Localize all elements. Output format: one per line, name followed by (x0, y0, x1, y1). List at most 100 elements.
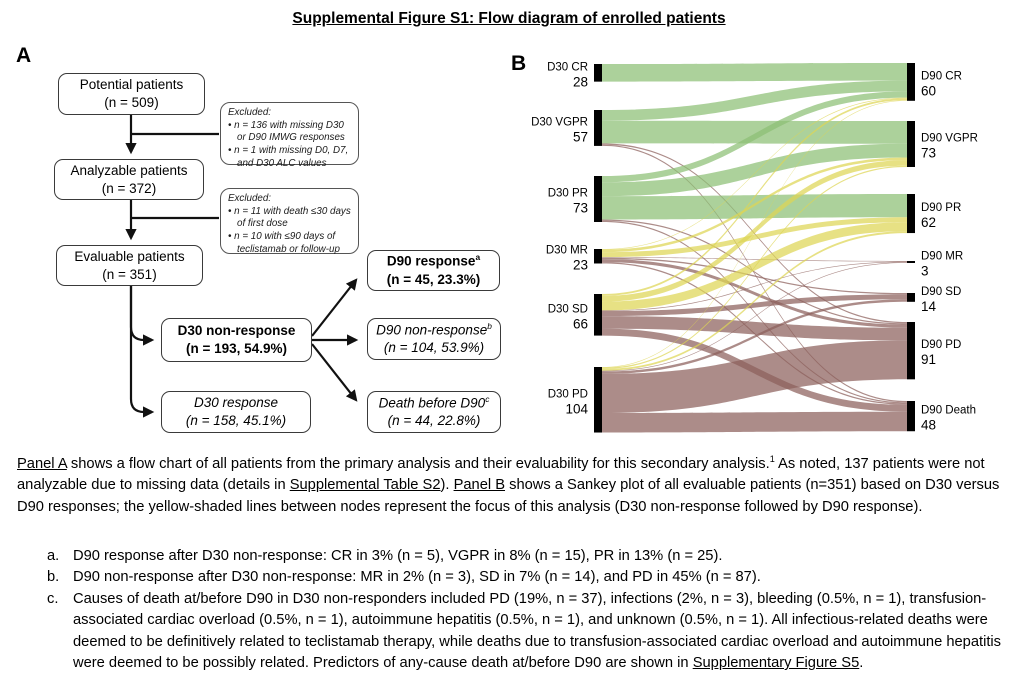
sankey-link (602, 160, 907, 302)
sankey-node-label: D90 VGPR (921, 133, 978, 145)
flow-box-line: Analyzable patients (70, 162, 188, 178)
flow-box-line: (n = 351) (102, 266, 157, 282)
sankey-node-value: 28 (573, 74, 588, 89)
excluded-item: • n = 136 with missing D30 or D90 IMWG r… (228, 119, 345, 144)
excluded-item: • n = 10 with ≤90 days of teclistamab or… (228, 231, 340, 255)
excluded-box-2: Excluded: • n = 11 with death ≤30 days o… (220, 188, 359, 255)
sankey-node-d30-vgpr (594, 110, 602, 146)
sankey-link (602, 411, 907, 433)
flow-box-d30-response: D30 response (n = 158, 45.1%) (161, 391, 311, 433)
excluded-box-1: Excluded: • n = 136 with missing D30 or … (220, 102, 359, 169)
sankey-link (602, 80, 907, 121)
flow-box-evaluable-patients: Evaluable patients (n = 351) (56, 245, 203, 286)
flow-box-line: (n = 509) (104, 95, 159, 110)
footnote-b: b. D90 non-response after D30 non-respon… (47, 567, 1009, 588)
sankey-link (602, 299, 907, 374)
sankey-node-d90-pd (907, 322, 915, 380)
sankey-link (602, 165, 907, 369)
excluded-header: Excluded: (228, 107, 272, 118)
sankey-link (602, 219, 907, 325)
sankey-node-label: D30 SD (548, 303, 588, 315)
sankey-link (602, 257, 907, 295)
sankey-link (602, 157, 907, 253)
sankey-link (602, 63, 907, 82)
footnote-marker: b. (47, 569, 60, 586)
sankey-link (602, 231, 907, 371)
sankey-node-label: D90 SD (921, 286, 961, 298)
footnote-text: Causes of death at/before D90 in D30 non… (73, 590, 1002, 672)
arrow-evaluable-to-d30-nonresponse (129, 286, 155, 346)
sankey-link (602, 120, 907, 144)
sankey-node-value: 14 (921, 299, 937, 314)
figure-title: Supplemental Figure S1: Flow diagram of … (292, 10, 726, 27)
excluded-header: Excluded: (228, 193, 272, 204)
sankey-link (602, 98, 907, 296)
sankey-node-label: D30 CR (547, 61, 588, 73)
sankey-node-d30-pr (594, 176, 602, 222)
sankey-node-d90-pr (907, 194, 915, 234)
footnote-text: D90 response after D30 non-response: CR … (73, 548, 723, 564)
sankey-node-d90-death (907, 401, 915, 432)
sankey-link (602, 257, 907, 262)
sankey-node-value: 23 (573, 258, 588, 273)
sankey-link (602, 217, 907, 258)
sankey-node-d30-pd (594, 367, 602, 433)
sankey-link (602, 97, 907, 250)
sankey-node-value: 66 (573, 316, 588, 331)
flow-box-line: (n = 44, 22.8%) (387, 413, 481, 429)
flow-box-line: (n = 158, 45.1%) (185, 413, 287, 428)
sankey-link (602, 294, 907, 317)
figure-caption: Panel A shows a flow chart of all patien… (17, 454, 1000, 515)
flow-box-line: D30 response (193, 395, 279, 411)
footnote-marker: a. (47, 548, 60, 564)
flow-box-line: (n = 372) (101, 180, 157, 196)
sankey-link (602, 91, 907, 183)
arrow-to-d90-response (311, 278, 358, 337)
sankey-node-d90-vgpr (907, 121, 915, 167)
sankey-node-label: D90 PD (921, 339, 961, 351)
flow-box-line: (n = 104, 53.9%) (383, 340, 485, 356)
excluded-item: • n = 11 with death ≤30 days of first do… (228, 205, 351, 230)
sankey-link (602, 259, 907, 328)
sankey-node-d90-mr (907, 261, 915, 263)
footnote-a: a. D90 response after D30 non-response: … (47, 546, 1009, 567)
flow-box-line: D90 responsea (386, 252, 481, 269)
flow-box-line: (n = 45, 23.3%) (386, 271, 481, 287)
panel-a-label: A (16, 44, 32, 67)
sankey-link (602, 144, 907, 403)
sankey-link (602, 143, 907, 197)
sankey-link (602, 220, 907, 404)
sankey-node-value: 60 (921, 83, 936, 98)
sankey-node-value: 104 (565, 401, 588, 416)
sankey-node-d30-mr (594, 249, 602, 264)
sankey-node-label: D90 PR (921, 202, 961, 214)
sankey-node-value: 3 (921, 264, 929, 279)
sankey-node-label: D90 CR (921, 70, 962, 82)
flow-box-death-before-d90: Death before D90c (n = 44, 22.8%) (367, 391, 501, 433)
flow-box-line: Death before D90c (378, 393, 490, 411)
sankey-node-label: D30 PR (548, 188, 588, 200)
sankey-link (602, 340, 907, 413)
arrow-evaluable-to-d30-response (129, 286, 155, 418)
footnote-c: c. Causes of death at/before D90 in D30 … (47, 589, 1009, 675)
sankey-node-d30-sd (594, 294, 602, 336)
arrow-to-death-before-d90 (311, 343, 358, 402)
sankey-link (602, 262, 907, 372)
sankey-node-label: D90 MR (921, 251, 963, 263)
flow-box-line: Evaluable patients (74, 248, 185, 264)
flow-box-line: D30 non-response (177, 323, 296, 339)
sankey-node-d30-cr (594, 64, 602, 82)
sankey-link (602, 100, 907, 368)
flow-box-d30-nonresponse: D30 non-response (n = 193, 54.9%) (161, 318, 312, 362)
sankey-node-value: 57 (573, 130, 588, 145)
footnotes: a. D90 response after D30 non-response: … (47, 546, 1009, 674)
sankey-link (602, 261, 907, 311)
excluded-item: • n = 1 with missing D0, D7, and D30 ALC… (228, 145, 349, 169)
sankey-node-value: 73 (573, 201, 588, 216)
panel-b-label: B (511, 52, 527, 75)
sankey-link (602, 194, 907, 220)
sankey-node-label: D90 Death (921, 405, 976, 417)
sankey-node-label: D30 PD (548, 388, 588, 400)
